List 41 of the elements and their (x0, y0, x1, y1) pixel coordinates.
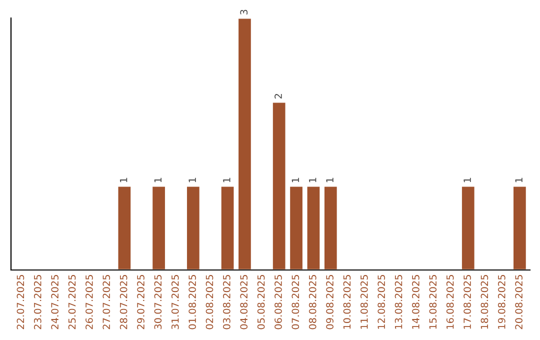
x-tick-label: 06.08.2025 (274, 275, 282, 330)
x-tick-label: 07.08.2025 (292, 275, 300, 330)
x-tick-label: 15.08.2025 (429, 275, 437, 329)
data-label: 1 (223, 178, 230, 182)
x-tick-label: 19.08.2025 (498, 275, 506, 329)
data-label: 1 (309, 178, 316, 182)
x-tick-label: 24.07.2025 (51, 275, 59, 330)
x-tick-label: 28.07.2025 (120, 275, 128, 330)
x-tick-label: 18.08.2025 (480, 275, 488, 329)
data-label: 3 (240, 10, 248, 14)
x-tick-label: 16.08.2025 (446, 275, 454, 329)
data-label: 1 (515, 178, 522, 182)
x-tick-label: 10.08.2025 (343, 275, 351, 329)
x-tick-label: 09.08.2025 (326, 275, 334, 330)
x-tick-label: 22.07.2025 (16, 275, 24, 330)
x-tick-label: 12.08.2025 (378, 275, 386, 329)
x-tick-label: 26.07.2025 (86, 275, 93, 330)
x-tick-label: 31.07.2025 (171, 275, 179, 330)
x-tick-label: 17.08.2025 (464, 275, 471, 329)
data-label: 1 (188, 178, 196, 182)
x-tick-label: 29.07.2025 (137, 275, 144, 330)
data-label: 1 (292, 178, 299, 182)
x-tick-label: 02.08.2025 (206, 275, 214, 330)
x-tick-label: 25.07.2025 (68, 275, 76, 330)
x-tick-label: 08.08.2025 (308, 275, 316, 330)
x-tick-label: 05.08.2025 (257, 275, 265, 330)
x-tick-label: 11.08.2025 (360, 275, 368, 329)
x-tick-label: 20.08.2025 (515, 275, 523, 330)
x-tick-label: 23.07.2025 (34, 275, 42, 330)
x-tick-label: 30.07.2025 (154, 275, 162, 330)
x-tick-label: 04.08.2025 (240, 275, 248, 330)
x-tick-label: 01.08.2025 (188, 275, 196, 330)
data-label: 1 (120, 178, 128, 182)
x-tick-label: 27.07.2025 (102, 275, 110, 330)
data-label: 1 (154, 178, 162, 182)
x-tick-label: 13.08.2025 (394, 275, 402, 329)
x-tick-label: 03.08.2025 (223, 275, 230, 330)
data-label: 1 (326, 178, 334, 182)
data-label: 1 (464, 178, 471, 182)
data-label: 2 (274, 94, 282, 99)
x-tick-label: 14.08.2025 (412, 275, 420, 329)
